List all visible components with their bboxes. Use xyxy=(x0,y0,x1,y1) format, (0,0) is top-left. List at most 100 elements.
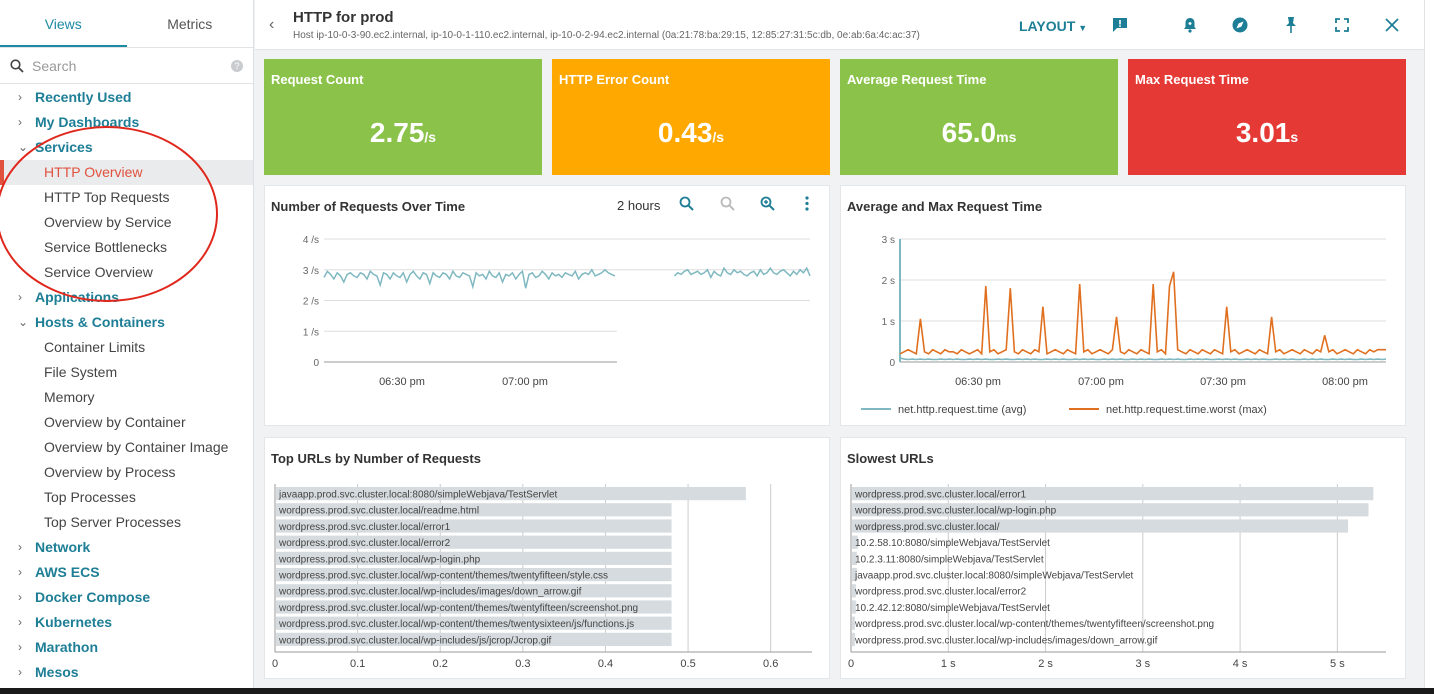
chevron-right-icon: › xyxy=(18,565,22,579)
y-tick-label: 0 xyxy=(889,358,895,369)
sidebar-item-http-overview[interactable]: HTTP Overview xyxy=(0,160,253,185)
zoom-in-icon[interactable] xyxy=(679,196,694,215)
sidebar-group-services[interactable]: ⌄ Services xyxy=(0,135,253,160)
panel-avg-max-time: Average and Max Request Time 3 s 2 s 1 s 0 0… xyxy=(840,185,1406,426)
avg-series-line xyxy=(899,357,1387,361)
sidebar-item-overview-by-process[interactable]: Overview by Process xyxy=(0,460,253,485)
layout-menu[interactable]: LAYOUT ▼ xyxy=(1019,18,1087,34)
bar-label: 10.2.42.12:8080/simpleWebjava/TestServle… xyxy=(855,603,1050,614)
sidebar-group-mesos[interactable]: › Mesos xyxy=(0,660,253,685)
tab-views[interactable]: Views xyxy=(0,0,127,47)
kpi-http-error-count[interactable]: HTTP Error Count 0.43/s xyxy=(552,59,830,175)
sidebar-item-label: Memory xyxy=(44,389,95,405)
y-tick-label: 1 s xyxy=(882,317,895,328)
back-icon[interactable]: ‹ xyxy=(269,16,275,33)
sidebar-group-kubernetes[interactable]: › Kubernetes xyxy=(0,610,253,635)
sidebar-item-overview-by-service[interactable]: Overview by Service xyxy=(0,210,253,235)
sidebar-group-applications[interactable]: › Applications xyxy=(0,285,253,310)
sidebar-item-label: Service Overview xyxy=(44,264,153,280)
sidebar-item-overview-by-container-image[interactable]: Overview by Container Image xyxy=(0,435,253,460)
panel-top-urls: Top URLs by Number of Requests 0 0.1 0.2 0.… xyxy=(264,437,830,679)
x-tick-label: 5 s xyxy=(1330,658,1345,670)
bar-label: javaapp.prod.svc.cluster.local:8080/simp… xyxy=(278,490,558,501)
x-tick-label: 4 s xyxy=(1233,658,1248,670)
sidebar-group-my-dashboards[interactable]: › My Dashboards xyxy=(0,110,253,135)
bar xyxy=(276,584,672,598)
tab-metrics[interactable]: Metrics xyxy=(167,16,213,32)
chevron-right-icon: › xyxy=(18,90,22,104)
chevron-right-icon: › xyxy=(18,640,22,654)
bar xyxy=(276,519,672,533)
sidebar-item-label: Hosts & Containers xyxy=(35,314,165,330)
kpi-value: 2.75/s xyxy=(369,117,437,148)
kpi-request-count[interactable]: Request Count 2.75/s xyxy=(264,59,542,175)
x-tick-label: 0.6 xyxy=(763,658,778,670)
bar xyxy=(852,535,858,549)
zoom-out-icon[interactable] xyxy=(720,196,735,215)
sidebar-group-hosts-containers[interactable]: ⌄ Hosts & Containers xyxy=(0,310,253,335)
sidebar-group-aws-ecs[interactable]: › AWS ECS xyxy=(0,560,253,585)
sidebar-item-service-overview[interactable]: Service Overview xyxy=(0,260,253,285)
chevron-right-icon: › xyxy=(18,615,22,629)
sidebar-item-top-processes[interactable]: Top Processes xyxy=(0,485,253,510)
bar xyxy=(852,568,857,582)
fullscreen-icon[interactable] xyxy=(1330,13,1354,37)
x-tick-label: 07:00 pm xyxy=(1078,376,1124,388)
sidebar: Views Metrics ? › Recently Used › My Dashbo… xyxy=(0,0,254,694)
close-icon[interactable] xyxy=(1380,13,1404,37)
sidebar-item-http-top-requests[interactable]: HTTP Top Requests xyxy=(0,185,253,210)
pin-icon[interactable] xyxy=(1279,13,1303,37)
chevron-right-icon: › xyxy=(18,665,22,679)
sidebar-group-docker-compose[interactable]: › Docker Compose xyxy=(0,585,253,610)
bar xyxy=(852,519,1349,533)
zoom-reset-icon[interactable] xyxy=(760,196,775,215)
alert-bell-icon[interactable] xyxy=(1178,13,1202,37)
sidebar-item-label: Top Processes xyxy=(44,489,136,505)
kpi-max-request-time[interactable]: Max Request Time 3.01s xyxy=(1128,59,1406,175)
bar-label: wordpress.prod.svc.cluster.local/wp-incl… xyxy=(278,587,582,598)
y-tick-label: 2 /s xyxy=(303,297,319,308)
sidebar-item-overview-by-container[interactable]: Overview by Container xyxy=(0,410,253,435)
bar-label: wordpress.prod.svc.cluster.local/wp-cont… xyxy=(278,571,608,582)
help-icon[interactable]: ? xyxy=(231,59,243,72)
bar xyxy=(276,632,672,646)
bar-label: wordpress.prod.svc.cluster.local/wp-cont… xyxy=(278,619,634,630)
sidebar-item-service-bottlenecks[interactable]: Service Bottlenecks xyxy=(0,235,253,260)
sidebar-item-container-limits[interactable]: Container Limits xyxy=(0,335,253,360)
bar-label: wordpress.prod.svc.cluster.local/ xyxy=(854,522,1000,533)
x-tick-label: 0.2 xyxy=(433,658,448,670)
sidebar-item-label: Service Bottlenecks xyxy=(44,239,167,255)
x-tick-label: 0.4 xyxy=(598,658,613,670)
bottom-edge xyxy=(0,688,1434,694)
kpi-label: Average Request Time xyxy=(847,72,987,87)
sidebar-group-marathon[interactable]: › Marathon xyxy=(0,635,253,660)
time-range[interactable]: 2 hours xyxy=(617,198,661,213)
sidebar-item-memory[interactable]: Memory xyxy=(0,385,253,410)
kpi-average-request-time[interactable]: Average Request Time 65.0ms xyxy=(840,59,1118,175)
bar xyxy=(852,584,856,598)
avg-max-line-chart: 3 s 2 s 1 s 0 06:30 pm 07:00 pm 07:30 pm 08:00 … xyxy=(861,235,1387,416)
x-tick-label: 07:30 pm xyxy=(1200,376,1246,388)
sidebar-item-label: Applications xyxy=(35,289,120,305)
panel-title: Average and Max Request Time xyxy=(847,199,1043,214)
x-tick-label: 1 s xyxy=(941,658,956,670)
bar xyxy=(852,600,856,614)
bar-label: wordpress.prod.svc.cluster.local/readme.… xyxy=(278,506,479,517)
sidebar-nav: › Recently Used › My Dashboards ⌄ Services HTT… xyxy=(0,84,253,685)
page-title: HTTP for prod xyxy=(293,9,394,26)
comment-icon[interactable] xyxy=(1108,13,1132,37)
y-tick-label: 4 /s xyxy=(303,235,319,246)
bar xyxy=(852,503,1369,517)
more-options-icon[interactable] xyxy=(805,196,809,215)
y-tick-label: 0 xyxy=(313,358,319,369)
sidebar-item-file-system[interactable]: File System xyxy=(0,360,253,385)
sidebar-group-recently-used[interactable]: › Recently Used xyxy=(0,85,253,110)
sidebar-group-network[interactable]: › Network xyxy=(0,535,253,560)
search-input[interactable] xyxy=(32,57,231,74)
explore-icon[interactable] xyxy=(1228,13,1252,37)
bar-label: 10.2.58.10:8080/simpleWebjava/TestServle… xyxy=(855,538,1050,549)
bar xyxy=(276,551,672,565)
bar-label: wordpress.prod.svc.cluster.local/error1 xyxy=(278,522,451,533)
bar xyxy=(852,487,1374,501)
sidebar-item-top-server-processes[interactable]: Top Server Processes xyxy=(0,510,253,535)
